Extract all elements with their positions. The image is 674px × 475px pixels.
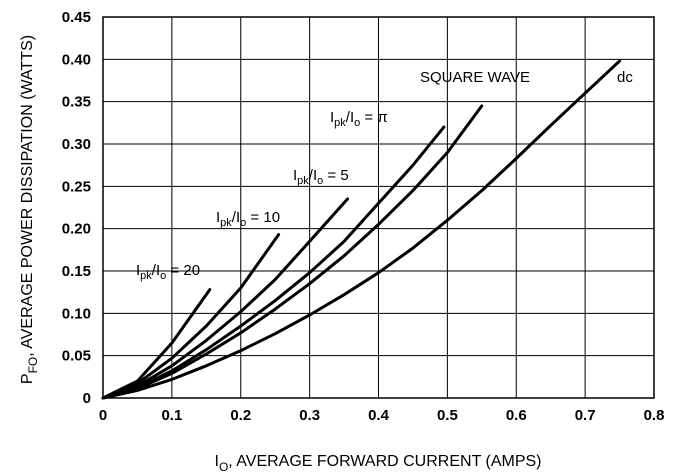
x-axis-title-rest: , AVERAGE FORWARD CURRENT (AMPS)	[228, 453, 541, 470]
series-label-part: I	[330, 109, 334, 126]
tick-labels: 0 0.1 0.2 0.3 0.4 0.5 0.6 0.7 0.8 0 0.05 0.10 0.15 0.…	[62, 9, 665, 424]
x-tick-label: 0.3	[299, 407, 320, 424]
series-lines	[101, 59, 622, 400]
x-tick-label: 0.2	[230, 407, 251, 424]
series-label-part: /I	[346, 109, 354, 126]
x-tick-label: 0.5	[437, 407, 458, 424]
series-label-part: = π	[360, 109, 387, 126]
y-tick-label: 0.40	[62, 51, 91, 68]
series-line-1	[101, 233, 281, 400]
x-axis-title: IO, AVERAGE FORWARD CURRENT (AMPS)	[214, 453, 541, 474]
y-tick-label: 0	[83, 390, 91, 407]
x-tick-label: 0.1	[161, 407, 182, 424]
series-label-part: /I	[152, 262, 160, 279]
x-tick-label: 0.7	[575, 407, 596, 424]
series-label-0: Ipk/Io = 20	[136, 262, 200, 282]
series-label-part: = 20	[166, 262, 200, 279]
series-label-4: SQUARE WAVE	[420, 69, 530, 86]
x-axis-title-main: I	[214, 453, 218, 470]
x-tick-label: 0.8	[644, 407, 665, 424]
series-label-part: pk	[297, 175, 309, 187]
series-label-2: Ipk/Io = 5	[293, 167, 349, 187]
y-tick-label: 0.45	[62, 9, 91, 26]
series-label-part: pk	[220, 217, 232, 229]
x-tick-label: 0.4	[368, 407, 390, 424]
y-axis-title-rest: , AVERAGE POWER DISSIPATION (WATTS)	[19, 35, 36, 357]
series-label-part: pk	[334, 117, 346, 129]
series-label-3: Ipk/Io = π	[330, 109, 388, 129]
series-label-part: /I	[232, 209, 240, 226]
x-tick-label: 0.6	[506, 407, 527, 424]
series-line-2	[101, 197, 349, 400]
series-label-part: o	[160, 270, 166, 282]
y-axis-title: PFO, AVERAGE POWER DISSIPATION (WATTS)	[19, 35, 40, 384]
series-label-part: I	[216, 209, 220, 226]
series-label-part: pk	[140, 270, 152, 282]
y-tick-label: 0.25	[62, 178, 91, 195]
series-label-1: Ipk/Io = 10	[216, 209, 280, 229]
grid	[102, 16, 655, 399]
y-axis-title-sub: FO	[26, 357, 40, 374]
series-label-5: dc	[617, 69, 633, 86]
plot-frame	[102, 16, 655, 399]
y-tick-label: 0.30	[62, 136, 91, 153]
series-label-part: = 10	[246, 209, 280, 226]
y-tick-label: 0.05	[62, 348, 91, 365]
series-line-5	[101, 59, 622, 400]
y-tick-label: 0.10	[62, 305, 91, 322]
series-label-part: o	[354, 117, 360, 129]
y-axis-title-main: P	[19, 373, 36, 384]
series-label-part: SQUARE WAVE	[420, 69, 530, 86]
series-line-3	[101, 125, 446, 400]
series-label-part: I	[293, 167, 297, 184]
series-label-part: I	[136, 262, 140, 279]
series-label-part: o	[240, 217, 246, 229]
series-label-part: /I	[309, 167, 317, 184]
x-axis-title-sub: O	[219, 460, 228, 474]
series-label-part: o	[317, 175, 323, 187]
series-label-part: dc	[617, 69, 633, 86]
y-tick-label: 0.15	[62, 263, 91, 280]
y-tick-label: 0.20	[62, 221, 91, 238]
series-label-part: = 5	[323, 167, 348, 184]
x-tick-label: 0	[99, 407, 107, 424]
series-line-4	[101, 104, 484, 400]
y-tick-label: 0.35	[62, 94, 91, 111]
